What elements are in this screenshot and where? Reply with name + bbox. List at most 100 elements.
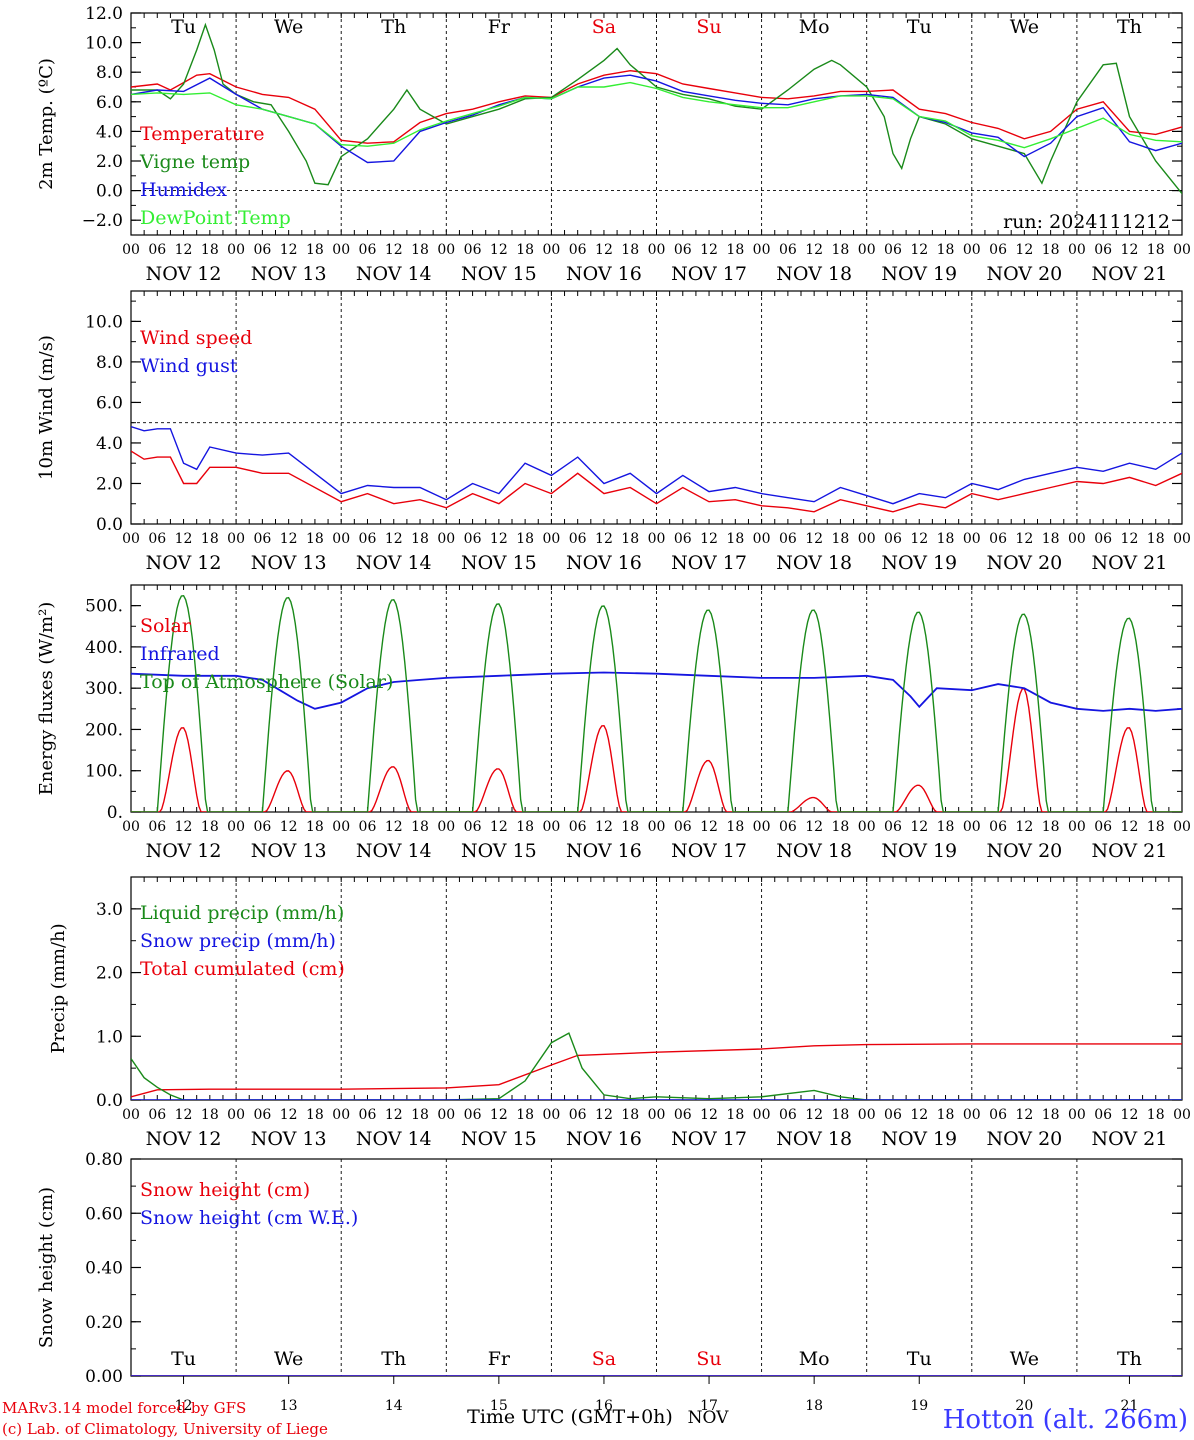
x-hour-label: 00 <box>1173 1107 1191 1123</box>
x-date-label: NOV 15 <box>461 552 537 574</box>
x-hour-label: 12 <box>1015 242 1033 258</box>
x-hour-label: 00 <box>753 819 771 835</box>
legend-entry: Total cumulated (cm) <box>140 958 345 980</box>
day-name-label: We <box>274 16 303 38</box>
x-hour-label: 12 <box>805 819 823 835</box>
x-hour-label: 12 <box>175 242 193 258</box>
x-date-label: NOV 13 <box>251 263 327 285</box>
x-hour-label: 12 <box>1121 819 1139 835</box>
x-date-label: NOV 15 <box>461 840 537 862</box>
legend-entry: Snow precip (mm/h) <box>140 930 336 952</box>
x-hour-label: 06 <box>359 819 377 835</box>
legend-entry: Wind speed <box>140 327 252 349</box>
x-hour-label: 18 <box>411 1107 429 1123</box>
panel-1: 12.0 10.0 8.0 6.0 4.0 2.0 0.0 −2.0 2m Temp. (ºC)… <box>36 4 1191 285</box>
legend-entry: Temperature <box>140 123 264 145</box>
legend-entry: Infrared <box>140 643 220 665</box>
x-hour-label: 06 <box>464 242 482 258</box>
x-hour-label: 00 <box>753 531 771 547</box>
x-hour-label: 06 <box>148 819 166 835</box>
y-tick-label: 200. <box>85 720 123 740</box>
x-date-label: NOV 12 <box>146 840 222 862</box>
x-hour-label: 06 <box>884 819 902 835</box>
x-day-number-label: 20 <box>1015 1398 1033 1414</box>
legend-entry: Humidex <box>140 179 227 201</box>
y-axis-label: Precip (mm/h) <box>48 923 69 1053</box>
x-hour-label: 12 <box>805 242 823 258</box>
x-hour-label: 18 <box>411 531 429 547</box>
y-axis-label: 2m Temp. (ºC) <box>36 58 57 190</box>
y-tick-label: 1.0 <box>96 1027 123 1047</box>
panel-3: 500. 400. 300. 200. 100. 0. Energy fluxes (W/m… <box>36 584 1191 862</box>
x-date-label: NOV 13 <box>251 552 327 574</box>
x-hour-label: 12 <box>910 242 928 258</box>
x-hour-label: 00 <box>122 1107 140 1123</box>
x-hour-label: 12 <box>490 531 508 547</box>
footer-credit-text: (c) Lab. of Climatology, University of L… <box>2 1420 328 1438</box>
x-day-number-label: 17 <box>700 1398 718 1414</box>
x-date-label: NOV 14 <box>356 552 432 574</box>
x-hour-label: 12 <box>385 242 403 258</box>
x-hour-label: 18 <box>201 819 219 835</box>
x-date-label: NOV 15 <box>461 1128 537 1150</box>
y-tick-label: 0.60 <box>85 1204 123 1224</box>
x-hour-label: 06 <box>674 242 692 258</box>
x-hour-label: 12 <box>700 242 718 258</box>
series-line-wind-speed <box>131 450 1182 513</box>
x-hour-label: 18 <box>937 1107 955 1123</box>
x-date-label: NOV 18 <box>776 552 852 574</box>
x-hour-label: 18 <box>832 531 850 547</box>
x-hour-label: 00 <box>542 1107 560 1123</box>
x-date-label: NOV 19 <box>881 840 957 862</box>
x-date-label: NOV 14 <box>356 263 432 285</box>
series-line-liquid-precip-mm-h <box>131 1032 1182 1100</box>
x-day-number-label: 12 <box>175 1398 193 1414</box>
y-tick-label: 300. <box>85 679 123 699</box>
x-hour-label: 12 <box>805 531 823 547</box>
y-axis-label: Snow height (cm) <box>36 1187 57 1348</box>
x-hour-label: 06 <box>359 242 377 258</box>
series-line-total-cumulated-cm <box>131 1043 1182 1098</box>
x-hour-label: 00 <box>332 819 350 835</box>
x-hour-label: 12 <box>595 819 613 835</box>
x-hour-label: 06 <box>569 242 587 258</box>
x-hour-label: 12 <box>700 819 718 835</box>
x-hour-label: 12 <box>385 531 403 547</box>
series-line-dewpoint-temp <box>131 81 1182 149</box>
footer: MARv3.14 model forced by GFS (c) Lab. of… <box>2 1399 1188 1438</box>
x-hour-label: 12 <box>910 819 928 835</box>
y-axis-label: Energy fluxes (W/m²) <box>36 602 57 796</box>
x-hour-label: 00 <box>437 242 455 258</box>
day-name-label: Tu <box>907 16 932 38</box>
x-date-label: NOV 13 <box>251 840 327 862</box>
x-hour-label: 06 <box>569 819 587 835</box>
x-date-label: NOV 19 <box>881 552 957 574</box>
y-tick-label: 500. <box>85 597 123 617</box>
x-hour-label: 18 <box>1042 819 1060 835</box>
x-hour-label: 12 <box>490 242 508 258</box>
day-name-label: Th <box>381 16 406 38</box>
x-hour-label: 06 <box>674 1107 692 1123</box>
x-hour-label: 12 <box>595 531 613 547</box>
x-hour-label: 18 <box>306 531 324 547</box>
x-hour-label: 00 <box>1068 531 1086 547</box>
x-hour-label: 12 <box>700 531 718 547</box>
panel-2: 10.0 8.0 6.0 4.0 2.0 0.0 10m Wind (m/s) 00 06 12 1… <box>36 290 1191 574</box>
day-name-label: Th <box>1117 16 1142 38</box>
x-date-label: NOV 17 <box>671 840 747 862</box>
x-hour-label: 00 <box>227 242 245 258</box>
x-hour-label: 06 <box>1094 819 1112 835</box>
y-tick-label: 0.40 <box>85 1259 123 1279</box>
x-hour-label: 00 <box>1173 819 1191 835</box>
y-tick-label: 0.00 <box>85 1367 123 1387</box>
x-hour-label: 00 <box>542 531 560 547</box>
legend-entry: Liquid precip (mm/h) <box>140 902 344 924</box>
x-hour-label: 06 <box>148 242 166 258</box>
day-name-label: Tu <box>907 1348 932 1370</box>
day-name-label: Su <box>696 16 721 38</box>
x-hour-label: 00 <box>1068 1107 1086 1123</box>
y-tick-label: 2.0 <box>96 964 123 984</box>
day-name-label: Th <box>381 1348 406 1370</box>
x-hour-label: 18 <box>937 531 955 547</box>
